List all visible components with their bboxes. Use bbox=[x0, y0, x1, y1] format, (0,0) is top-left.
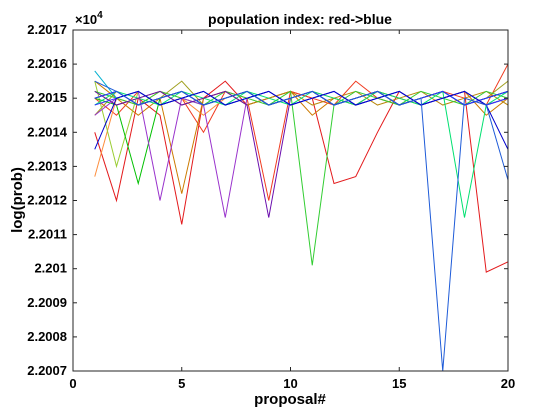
y-tick-label: 2.2016 bbox=[27, 56, 67, 71]
x-tick-label: 20 bbox=[501, 376, 515, 391]
y-tick-label: 2.2017 bbox=[27, 22, 67, 37]
x-tick-label: 15 bbox=[392, 376, 406, 391]
x-axis-label: proposal# bbox=[254, 391, 326, 408]
x-tick-label: 0 bbox=[69, 376, 76, 391]
series-line-10 bbox=[94, 90, 508, 218]
y-tick-label: 2.2015 bbox=[27, 90, 67, 105]
y-tick-label: 2.2012 bbox=[27, 193, 67, 208]
series-line-9 bbox=[94, 90, 508, 266]
x-axis: 0 5 10 15 20 bbox=[69, 30, 515, 391]
y-tick-label: 2.2009 bbox=[27, 295, 67, 310]
y-tick-label: 2.2011 bbox=[28, 227, 67, 242]
y-axis: 2.2007 2.2008 2.2009 2.201 2.2011 2.2012 2.201… bbox=[27, 22, 508, 378]
y-axis-label: log(prob) bbox=[9, 167, 26, 233]
plot-area bbox=[73, 30, 508, 371]
y-exponent-label: ×104 bbox=[75, 10, 103, 27]
chart-title: population index: red->blue bbox=[208, 11, 392, 27]
y-tick-label: 2.2007 bbox=[27, 363, 67, 378]
series-line-18 bbox=[94, 90, 508, 150]
series-layer bbox=[94, 63, 508, 371]
y-tick-label: 2.201 bbox=[34, 261, 67, 276]
y-tick-label: 2.2008 bbox=[27, 329, 67, 344]
x-tick-label: 5 bbox=[178, 376, 185, 391]
y-tick-label: 2.2014 bbox=[27, 124, 68, 139]
x-tick-label: 10 bbox=[283, 376, 297, 391]
y-tick-label: 2.2013 bbox=[27, 158, 67, 173]
series-line-19 bbox=[94, 80, 508, 371]
